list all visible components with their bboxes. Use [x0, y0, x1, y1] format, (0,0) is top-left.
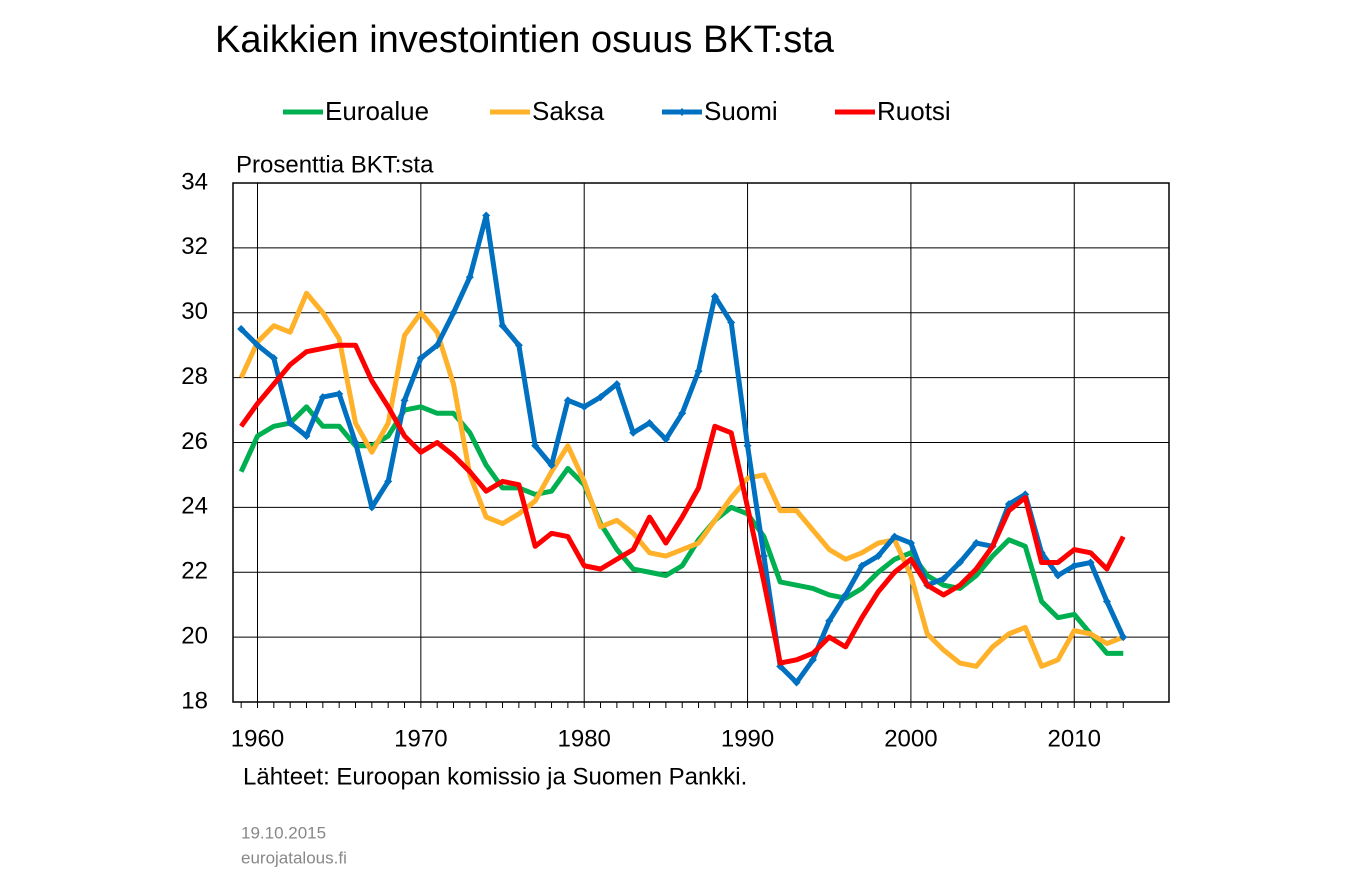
series-line [239, 342, 1126, 666]
series-marker [939, 574, 948, 583]
series-marker [547, 461, 556, 470]
x-tick-label: 1990 [721, 725, 774, 752]
series-marker [237, 324, 246, 333]
series-marker [857, 561, 866, 570]
source-note: Lähteet: Euroopan komissio ja Suomen Pan… [243, 763, 747, 790]
series-marker [498, 321, 507, 330]
series-marker [302, 432, 311, 441]
series-marker [874, 552, 883, 561]
chart-title: Kaikkien investointien osuus BKT:sta [215, 19, 835, 61]
series-marker [514, 341, 523, 350]
series-marker [1086, 558, 1095, 567]
x-tick-label: 2000 [884, 725, 937, 752]
series-marker [678, 409, 687, 418]
series-marker [482, 211, 491, 220]
series-marker [1102, 597, 1111, 606]
series-marker [580, 402, 589, 411]
series-marker [727, 318, 736, 327]
series-marker [972, 539, 981, 548]
series-marker [1119, 633, 1128, 642]
series-marker [1070, 561, 1079, 570]
series-marker [645, 419, 654, 428]
series-marker [612, 380, 621, 389]
series-marker [808, 655, 817, 664]
legend-label: Saksa [532, 96, 605, 126]
series-marker [661, 435, 670, 444]
series-marker [449, 308, 458, 317]
series-marker [253, 341, 262, 350]
series-marker [955, 558, 964, 567]
series-marker [384, 477, 393, 486]
legend-marker [678, 108, 686, 116]
series-marker [710, 292, 719, 301]
x-tick-label: 1980 [558, 725, 611, 752]
x-tick-label: 1960 [231, 725, 284, 752]
series-marker [318, 393, 327, 402]
y-tick-label: 26 [181, 428, 208, 455]
series-marker [694, 367, 703, 376]
date: 19.10.2015 [241, 823, 326, 842]
series-marker [335, 389, 344, 398]
y-tick-label: 20 [181, 622, 208, 649]
series-marker [743, 441, 752, 450]
series-marker [759, 552, 768, 561]
y-tick-label: 22 [181, 558, 208, 585]
y-tick-label: 34 [181, 168, 208, 195]
series-marker [563, 396, 572, 405]
series-marker [465, 273, 474, 282]
series-marker [531, 441, 540, 450]
series-marker [629, 428, 638, 437]
series-marker [596, 393, 605, 402]
series-marker [1053, 571, 1062, 580]
series-marker [841, 590, 850, 599]
x-tick-label: 1970 [394, 725, 447, 752]
legend-label: Suomi [704, 96, 778, 126]
series-line [238, 290, 1125, 669]
legend-label: Euroalue [325, 96, 429, 126]
series-marker [351, 438, 360, 447]
series-marker [400, 396, 409, 405]
y-tick-label: 30 [181, 298, 208, 325]
series-marker [367, 503, 376, 512]
y-tick-label: 18 [181, 687, 208, 714]
series-marker [825, 616, 834, 625]
legend-label: Ruotsi [877, 96, 951, 126]
plot-frame [232, 182, 1170, 703]
series-line [238, 404, 1124, 656]
series-marker [416, 354, 425, 363]
y-axis-label: Prosenttia BKT:sta [236, 151, 434, 178]
series-marker [890, 532, 899, 541]
series-marker [433, 341, 442, 350]
y-tick-label: 32 [181, 233, 208, 260]
x-tick-label: 2010 [1048, 725, 1101, 752]
publisher: eurojatalous.fi [241, 848, 347, 867]
series-marker [792, 678, 801, 687]
series-marker [286, 419, 295, 428]
series-marker [269, 354, 278, 363]
y-tick-label: 24 [181, 493, 208, 520]
y-tick-label: 28 [181, 363, 208, 390]
series-marker [906, 539, 915, 548]
